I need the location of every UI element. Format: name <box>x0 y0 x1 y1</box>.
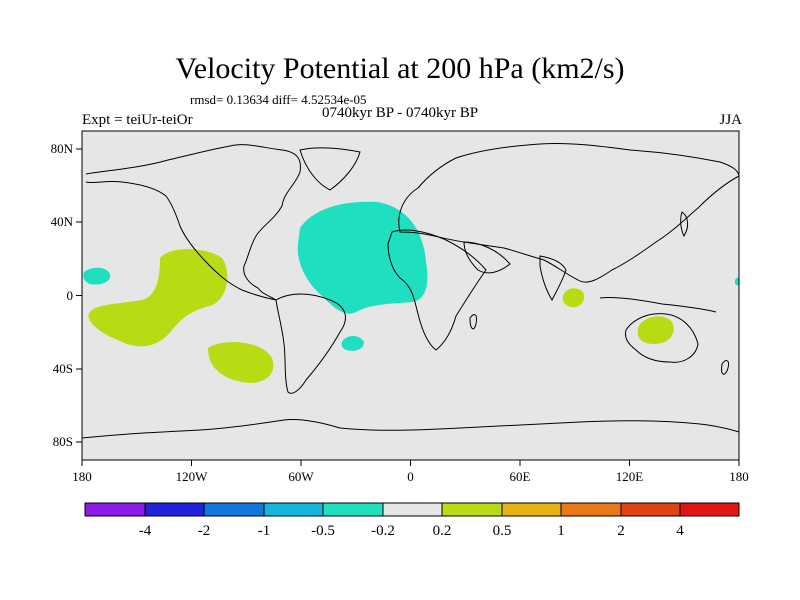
colorbar-swatch <box>382 502 443 517</box>
anomaly-negative-south-atlantic <box>341 336 364 351</box>
colorbar <box>84 502 740 517</box>
colorbar-label: -1 <box>258 523 271 539</box>
colorbar-label: 1 <box>557 523 565 539</box>
coast-japan <box>680 211 689 238</box>
colorbar-swatch <box>679 502 740 517</box>
colorbar-label: 0.2 <box>433 523 452 539</box>
lat-tick-label: 80S <box>53 434 73 449</box>
anomaly-positive-pacific <box>88 249 228 347</box>
coast-south-america <box>275 293 346 394</box>
colorbar-swatch <box>144 502 205 517</box>
colorbar-swatch <box>322 502 384 517</box>
lon-tick-label: 0 <box>407 469 414 484</box>
lon-tick-label: 180 <box>72 469 92 484</box>
coast-africa <box>387 229 487 351</box>
coast-madagascar <box>469 314 477 330</box>
colorbar-swatch <box>203 502 265 517</box>
anomaly-positive-australia <box>637 316 674 344</box>
colorbar-swatch <box>620 502 681 517</box>
anomaly-negative-atlantic <box>297 201 428 314</box>
stats-line: rmsd= 0.13634 diff= 4.52534e-05 <box>190 92 367 107</box>
coast-greenland <box>299 147 361 191</box>
coast-indonesia <box>599 297 717 313</box>
anomaly-negative-east-edge <box>735 277 739 286</box>
colorbar-label: -4 <box>139 523 152 539</box>
anomaly-negative-west-pacific <box>83 267 111 285</box>
lon-tick-label: 120W <box>176 469 209 484</box>
map-ticks <box>76 148 740 466</box>
lat-tick-label: 80N <box>51 141 74 156</box>
coast-antarctica <box>82 419 739 439</box>
coast-new-zealand <box>721 360 729 375</box>
colorbar-label: 2 <box>617 523 625 539</box>
lon-tick-label: 120E <box>616 469 644 484</box>
coast-australia <box>625 313 699 363</box>
colorbar-swatch <box>560 502 622 517</box>
anomaly-positive-south-pacific <box>208 342 274 383</box>
lon-tick-label: 60W <box>288 469 314 484</box>
coast-eurasia <box>398 142 739 283</box>
chart-title: Velocity Potential at 200 hPa (km2/s) <box>175 52 625 85</box>
lat-tick-label: 40N <box>51 214 74 229</box>
colorbar-swatch <box>501 502 562 517</box>
colorbar-label: -2 <box>198 523 211 539</box>
colorbar-label: 0.5 <box>493 523 512 539</box>
lon-tick-label: 60E <box>510 469 531 484</box>
colorbar-swatch <box>441 502 503 517</box>
lon-tick-label: 180 <box>729 469 749 484</box>
coast-arabia <box>463 241 511 274</box>
season-label: JJA <box>719 112 742 128</box>
coast-india <box>539 255 567 302</box>
colorbar-label: -0.2 <box>371 523 395 539</box>
period-label: 0740kyr BP - 0740kyr BP <box>322 105 479 121</box>
lat-tick-label: 0 <box>67 288 74 303</box>
lat-tick-label: 40S <box>53 361 73 376</box>
colorbar-label: -0.5 <box>311 523 335 539</box>
anomaly-positive-indian <box>562 288 585 308</box>
colorbar-swatch <box>263 502 324 517</box>
coastlines <box>82 142 739 439</box>
experiment-label: Expt = teiUr-teiOr <box>82 112 193 128</box>
colorbar-label: 4 <box>676 523 684 539</box>
colorbar-swatch <box>84 502 146 517</box>
coast-north-america <box>85 144 301 301</box>
